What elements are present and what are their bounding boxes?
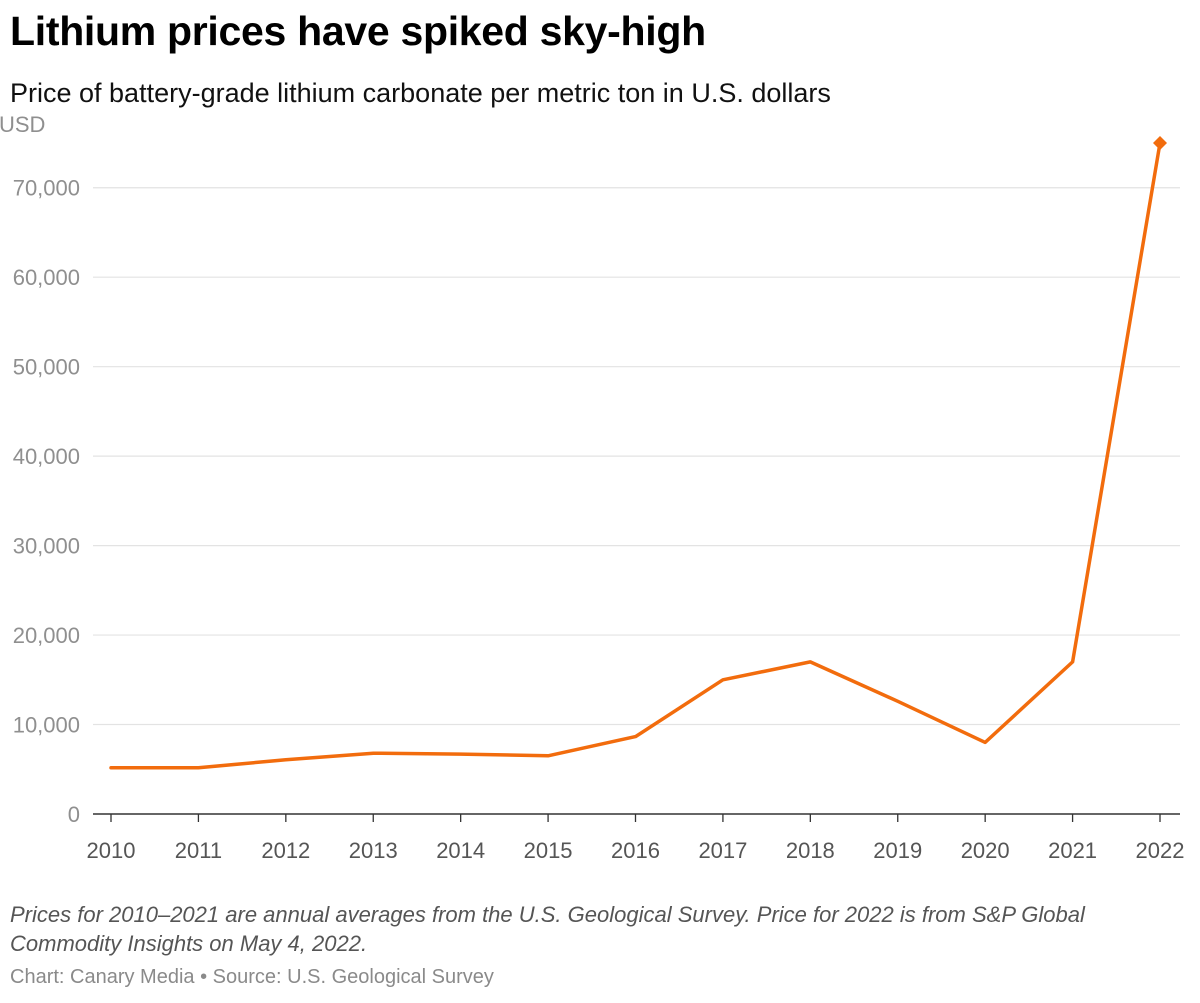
- line-chart: USD 0 10,000 20,000 30,000 40,000 50,000 60,00…: [0, 112, 1185, 863]
- x-tick-label: 2018: [786, 838, 835, 863]
- x-tick-label: 2022: [1136, 838, 1185, 863]
- y-tick-label: 50,000: [13, 355, 80, 380]
- y-tick-label: 30,000: [13, 534, 80, 559]
- x-tick-label: 2010: [87, 838, 136, 863]
- x-tick-label: 2016: [611, 838, 660, 863]
- x-tick-label: 2013: [349, 838, 398, 863]
- chart-title: Lithium prices have spiked sky-high: [10, 8, 706, 54]
- y-tick-label: 40,000: [13, 444, 80, 469]
- y-tick-label: 10,000: [13, 713, 80, 738]
- chart-subtitle: Price of battery-grade lithium carbonate…: [10, 78, 831, 108]
- x-tick-label: 2019: [873, 838, 922, 863]
- last-point-marker: [1153, 136, 1167, 150]
- x-tick-label: 2015: [524, 838, 573, 863]
- y-tick-label: 60,000: [13, 265, 80, 290]
- series-line: [109, 141, 1162, 770]
- y-axis-ticks: 0 10,000 20,000 30,000 40,000 50,000 60,000 70,…: [13, 176, 80, 827]
- series-group: [109, 136, 1167, 770]
- y-tick-label: 0: [68, 802, 80, 827]
- x-tick-label: 2012: [261, 838, 310, 863]
- chart-note: Prices for 2010–2021 are annual averages…: [10, 902, 1085, 956]
- x-tick-label: 2014: [436, 838, 485, 863]
- x-tick-label: 2017: [698, 838, 747, 863]
- x-tick-label: 2021: [1048, 838, 1097, 863]
- y-tick-label: 70,000: [13, 176, 80, 201]
- y-tick-label: 20,000: [13, 623, 80, 648]
- chart-credit: Chart: Canary Media • Source: U.S. Geolo…: [10, 966, 494, 988]
- y-axis-unit-label: USD: [0, 112, 45, 137]
- x-tick-label: 2020: [961, 838, 1010, 863]
- x-tick-label: 2011: [175, 838, 222, 863]
- x-axis-ticks: 2010 2011 2012 2013 2014 2015 2016 2017 2018 2019…: [87, 814, 1185, 863]
- gridlines: [93, 187, 1180, 815]
